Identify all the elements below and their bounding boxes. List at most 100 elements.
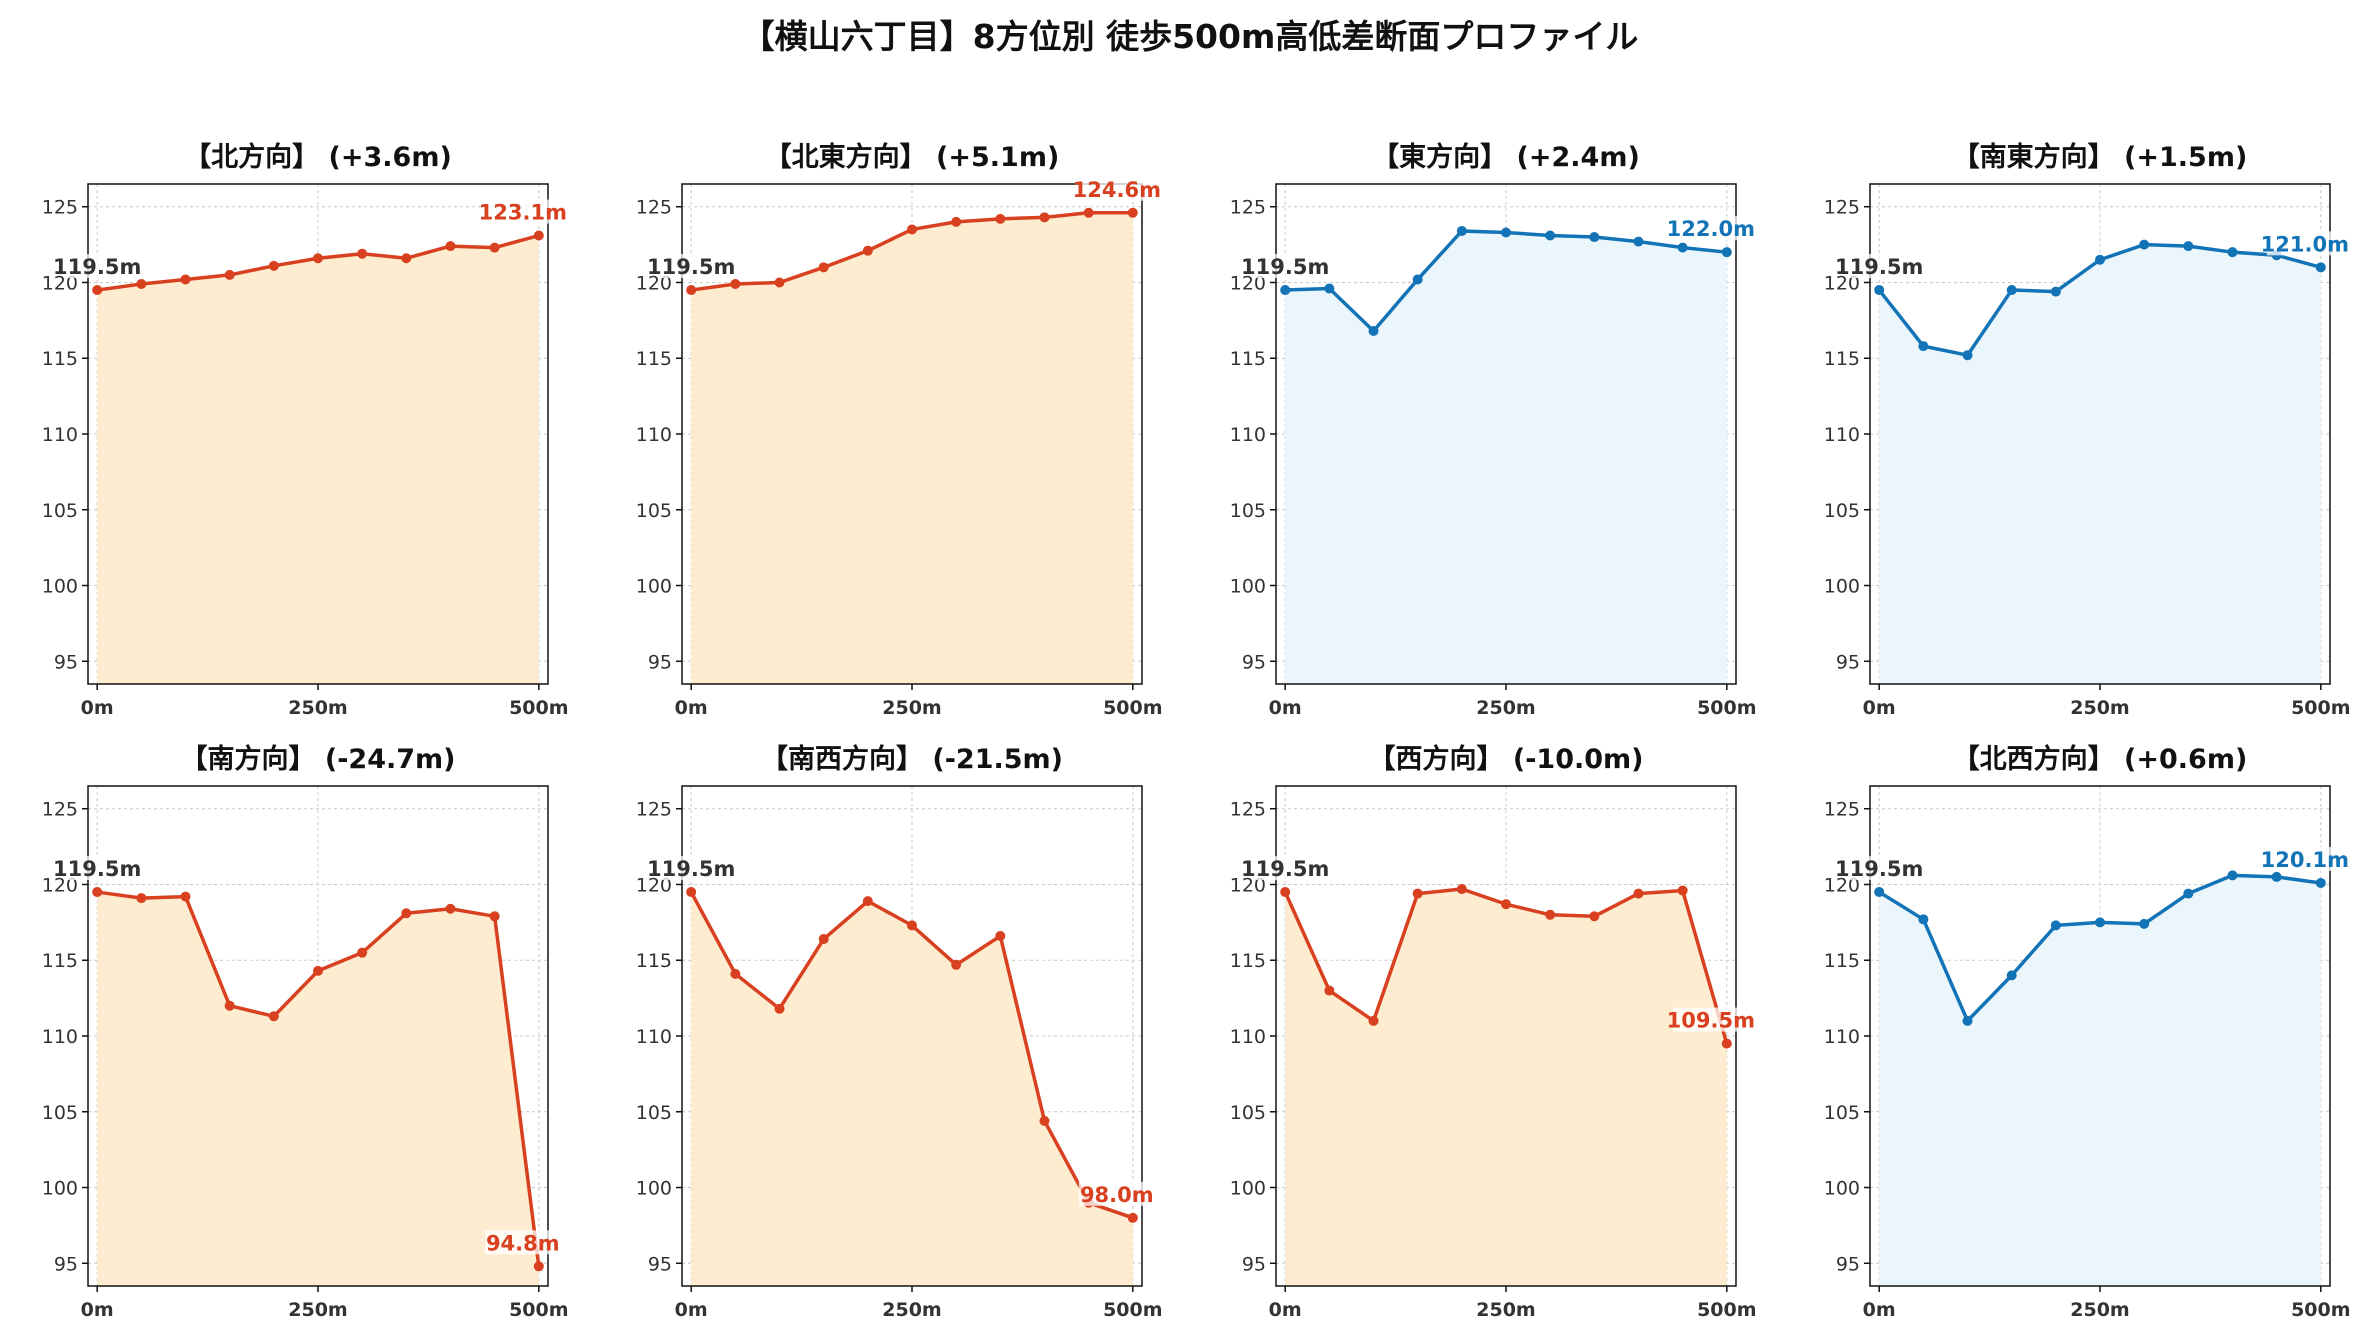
data-point: [313, 253, 323, 264]
data-point: [1918, 914, 1929, 925]
x-tick-label: 250m: [882, 1299, 941, 1321]
start-label: 119.5m: [53, 255, 141, 279]
data-point: [1545, 230, 1556, 241]
data-point: [995, 931, 1006, 941]
y-tick-label: 125: [1230, 799, 1266, 821]
y-tick-label: 95: [54, 651, 78, 673]
data-point: [489, 242, 500, 253]
data-point: [951, 216, 962, 227]
x-tick-label: 500m: [1103, 1299, 1162, 1321]
data-point: [1918, 341, 1929, 352]
y-tick-label: 115: [42, 348, 78, 370]
data-point: [357, 248, 368, 259]
data-point: [1589, 232, 1600, 243]
data-point: [1412, 888, 1423, 899]
end-label: 120.1m: [2261, 848, 2349, 872]
data-point: [92, 887, 103, 898]
data-point: [995, 213, 1006, 224]
y-tick-label: 125: [1824, 197, 1860, 219]
data-point: [268, 260, 279, 271]
y-tick-label: 125: [636, 799, 672, 821]
data-point: [136, 279, 147, 289]
x-tick-label: 500m: [1697, 697, 1756, 719]
data-point: [1633, 236, 1644, 247]
y-tick-label: 95: [54, 1253, 78, 1275]
data-point: [2315, 877, 2326, 888]
data-point: [818, 934, 829, 945]
x-tick-label: 250m: [2070, 697, 2129, 719]
x-tick-label: 250m: [882, 697, 941, 719]
data-point: [2139, 239, 2150, 250]
y-tick-label: 105: [42, 500, 78, 522]
end-label: 124.6m: [1073, 178, 1161, 202]
y-tick-label: 95: [1242, 651, 1266, 673]
elevation-area: [691, 892, 1133, 1286]
y-tick-label: 125: [1824, 799, 1860, 821]
data-point: [1962, 1015, 1973, 1026]
y-tick-label: 100: [42, 576, 78, 598]
page-title: 【横山六丁目】8方位別 徒歩500m高低差断面プロファイル: [741, 17, 1639, 56]
data-point: [1083, 207, 1094, 218]
x-tick-label: 0m: [1269, 697, 1302, 719]
y-tick-label: 110: [636, 424, 672, 446]
start-label-bg: [661, 254, 722, 279]
data-point: [224, 1000, 235, 1011]
data-point: [1501, 899, 1511, 910]
x-tick-label: 250m: [288, 1299, 347, 1321]
x-tick-label: 500m: [2291, 697, 2350, 719]
panel-title: 【北東方向】 (+5.1m): [765, 141, 1060, 173]
y-tick-label: 110: [1230, 424, 1266, 446]
data-point: [2139, 918, 2150, 929]
data-point: [1039, 1115, 1050, 1126]
x-tick-label: 500m: [509, 697, 568, 719]
data-point: [1545, 909, 1556, 920]
data-point: [1368, 1015, 1379, 1026]
x-tick-label: 500m: [509, 1299, 568, 1321]
data-point: [1721, 1038, 1732, 1049]
start-label: 119.5m: [1835, 857, 1923, 881]
elevation-area: [1879, 244, 2321, 684]
y-tick-label: 110: [1824, 1026, 1860, 1048]
y-tick-label: 110: [42, 1026, 78, 1048]
data-point: [1368, 325, 1379, 336]
data-point: [686, 887, 697, 898]
data-point: [774, 277, 785, 288]
data-point: [1456, 884, 1467, 895]
data-point: [357, 947, 368, 958]
data-point: [224, 269, 235, 280]
end-label-bg: [1672, 1007, 1749, 1032]
panel-title: 【西方向】 (-10.0m): [1368, 743, 1643, 775]
data-point: [180, 891, 191, 902]
data-point: [1127, 1212, 1138, 1223]
data-point: [445, 241, 456, 252]
y-tick-label: 105: [636, 1102, 672, 1124]
y-tick-label: 110: [636, 1026, 672, 1048]
y-tick-label: 100: [1824, 576, 1860, 598]
data-point: [445, 903, 456, 914]
data-point: [1677, 242, 1688, 253]
y-tick-label: 125: [636, 197, 672, 219]
data-point: [1874, 285, 1885, 296]
data-point: [730, 279, 741, 289]
x-tick-label: 500m: [1697, 1299, 1756, 1321]
x-tick-label: 0m: [675, 697, 708, 719]
y-tick-label: 105: [1230, 1102, 1266, 1124]
end-label: 94.8m: [486, 1231, 560, 1255]
data-point: [92, 285, 103, 296]
data-point: [1721, 247, 1732, 258]
y-tick-label: 100: [636, 1178, 672, 1200]
data-point: [907, 920, 917, 931]
start-label: 119.5m: [647, 857, 735, 881]
start-label-bg: [1255, 856, 1316, 881]
start-label: 119.5m: [1241, 857, 1329, 881]
data-point: [907, 224, 917, 235]
panel-title: 【南方向】 (-24.7m): [180, 743, 455, 775]
panel-title: 【東方向】 (+2.4m): [1372, 141, 1640, 173]
